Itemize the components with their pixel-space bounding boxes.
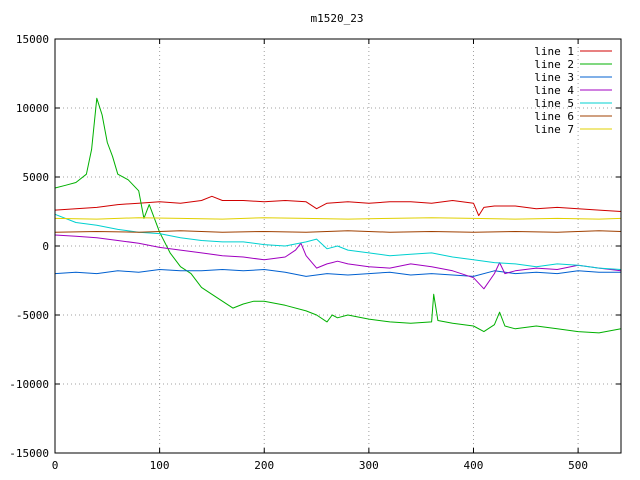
grid-layer — [55, 39, 621, 453]
y-tick-label-3: 0 — [42, 240, 49, 253]
series-line-7 — [54, 217, 622, 220]
legend-label-5: line 5 — [534, 97, 574, 110]
legend-label-2: line 2 — [534, 58, 574, 71]
series-line-5 — [54, 213, 622, 270]
legend-label-6: line 6 — [534, 110, 574, 123]
series-line-3 — [54, 269, 621, 277]
legend-label-1: line 1 — [534, 45, 574, 58]
x-tick-label-5: 500 — [568, 459, 588, 472]
y-tick-label-5: 10000 — [16, 102, 49, 115]
ticks-layer: 0 100 200 300 400 500 -15000 -10000 -5000 0 5000 10… — [9, 33, 621, 472]
chart-title: m1520_23 — [311, 12, 364, 25]
y-tick-label-6: 15000 — [16, 33, 49, 46]
series-line-1 — [54, 195, 622, 217]
x-tick-label-4: 400 — [464, 459, 484, 472]
x-tick-label-1: 100 — [150, 459, 170, 472]
legend-label-7: line 7 — [534, 123, 574, 136]
y-tick-label-0: -15000 — [9, 447, 49, 460]
series-line-2 — [54, 97, 622, 334]
series-layer — [54, 97, 622, 334]
y-tick-label-4: 5000 — [23, 171, 50, 184]
series-line-4 — [54, 234, 622, 290]
x-tick-label-3: 300 — [359, 459, 379, 472]
x-tick-label-2: 200 — [254, 459, 274, 472]
legend-label-3: line 3 — [534, 71, 574, 84]
series-line-6 — [54, 230, 622, 233]
legend-label-4: line 4 — [534, 84, 574, 97]
y-tick-label-2: -5000 — [16, 309, 49, 322]
x-tick-label-0: 0 — [52, 459, 59, 472]
y-tick-label-1: -10000 — [9, 378, 49, 391]
